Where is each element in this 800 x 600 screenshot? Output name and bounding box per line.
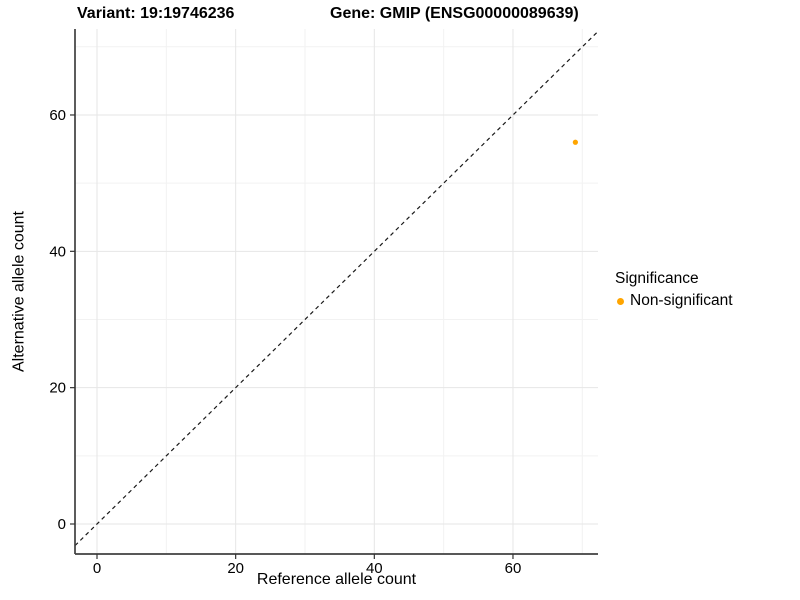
- variant-title: Variant: 19:19746236: [77, 5, 235, 22]
- legend-point-marker-icon: [617, 297, 624, 305]
- y-tick-label: 20: [49, 380, 66, 397]
- legend-item-non-significant: Non-significant: [615, 292, 733, 310]
- legend-item-label: Non-significant: [630, 292, 733, 309]
- identity-line: [74, 30, 599, 547]
- x-tick-label: 40: [366, 560, 383, 577]
- x-axis-label: Reference allele count: [256, 571, 417, 588]
- legend: Significance Non-significant: [615, 270, 733, 310]
- x-tick-label: 20: [227, 560, 244, 577]
- y-tick-label: 60: [49, 107, 66, 124]
- x-tick-label: 60: [505, 560, 522, 577]
- data-point: [572, 139, 578, 145]
- y-axis-label: Alternative allele count: [10, 211, 28, 372]
- x-tick-label: 0: [93, 560, 101, 577]
- gene-title: Gene: GMIP (ENSG00000089639): [330, 5, 579, 22]
- y-tick-label: 40: [49, 243, 66, 260]
- legend-title: Significance: [615, 270, 699, 287]
- y-tick-label: 0: [58, 516, 66, 533]
